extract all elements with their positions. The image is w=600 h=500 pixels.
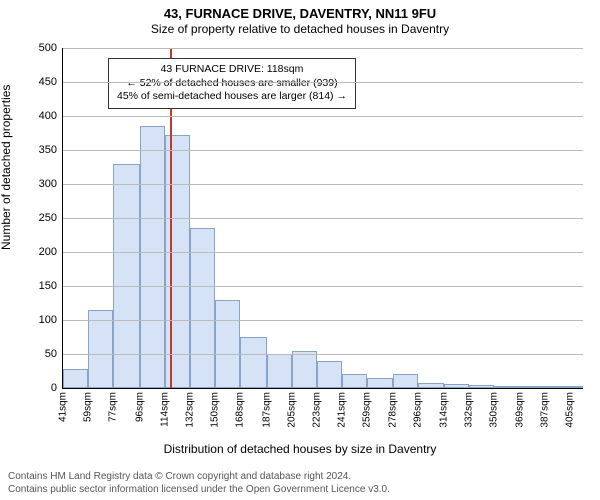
histogram-bar [342,374,367,388]
x-tick-label: 350sqm [488,392,499,428]
x-tick-label: 223sqm [311,392,322,428]
gridline [63,252,583,253]
gridline [63,218,583,219]
infobox-line1: 43 FURNACE DRIVE: 118sqm [117,63,347,77]
gridline [63,320,583,321]
x-tick-label: 96sqm [134,392,145,422]
x-tick-label: 187sqm [261,392,272,428]
x-tick-label: 278sqm [388,392,399,428]
y-tick-label: 500 [39,42,57,54]
histogram-bar [165,135,190,388]
histogram-bar [292,351,317,388]
histogram-bar [494,386,520,388]
y-tick-label: 100 [39,314,57,326]
infobox-line3: 45% of semi-detached houses are larger (… [117,90,347,104]
plot-area: 43 FURNACE DRIVE: 118sqm ← 52% of detach… [62,48,583,389]
histogram-bar [444,384,469,388]
x-tick-label: 259sqm [361,392,372,428]
x-tick-label: 296sqm [413,392,424,428]
histogram-bar [317,361,342,388]
y-tick-label: 350 [39,144,57,156]
y-tick-label: 250 [39,212,57,224]
gridline [63,354,583,355]
histogram-bar [520,386,545,388]
histogram-bar [418,383,443,388]
x-tick-label: 114sqm [159,392,170,427]
x-tick-label: 387sqm [540,392,551,428]
x-tick-label: 405sqm [565,392,576,428]
info-box: 43 FURNACE DRIVE: 118sqm ← 52% of detach… [108,58,356,109]
histogram-bar [88,310,113,388]
histogram-bar [140,126,165,388]
x-tick-label: 150sqm [209,392,220,428]
gridline [63,184,583,185]
x-tick-label: 205sqm [286,392,297,428]
x-tick-label: 332sqm [463,392,474,428]
gridline [63,82,583,83]
x-tick-label: 77sqm [108,392,119,422]
infobox-line2: ← 52% of detached houses are smaller (93… [117,77,347,91]
y-tick-label: 200 [39,246,57,258]
y-tick-label: 450 [39,76,57,88]
x-tick-label: 132sqm [184,392,195,428]
x-tick-label: 168sqm [235,392,246,428]
y-tick-label: 300 [39,178,57,190]
histogram-bar [393,374,418,388]
gridline [63,48,583,49]
x-tick-label: 314sqm [438,392,449,428]
histogram-bar [215,300,240,388]
histogram-bar [545,386,570,388]
x-tick-label: 59sqm [83,392,94,422]
gridline [63,116,583,117]
histogram-bar [63,369,88,388]
chart-subtitle: Size of property relative to detached ho… [0,22,600,36]
y-axis-label: Number of detached properties [0,85,13,250]
y-tick-label: 150 [39,280,57,292]
histogram-bar [570,386,583,388]
y-tick-label: 400 [39,110,57,122]
chart-title: 43, FURNACE DRIVE, DAVENTRY, NN11 9FU [0,6,600,21]
chart-container: 43, FURNACE DRIVE, DAVENTRY, NN11 9FU Si… [0,0,600,500]
gridline [63,286,583,287]
histogram-bar [469,385,494,388]
y-tick-label: 0 [51,382,57,394]
x-tick-label: 241sqm [336,392,347,428]
footer-text: Contains HM Land Registry data © Crown c… [8,471,592,496]
gridline [63,150,583,151]
footer-line2: Contains public sector information licen… [8,484,592,497]
footer-line1: Contains HM Land Registry data © Crown c… [8,471,592,484]
y-tick-label: 50 [45,348,57,360]
histogram-bar [367,378,393,388]
x-tick-label: 369sqm [515,392,526,428]
histogram-bar [267,354,292,388]
histogram-bar [240,337,266,388]
x-tick-label: 41sqm [58,392,69,422]
x-axis-label: Distribution of detached houses by size … [0,442,600,456]
